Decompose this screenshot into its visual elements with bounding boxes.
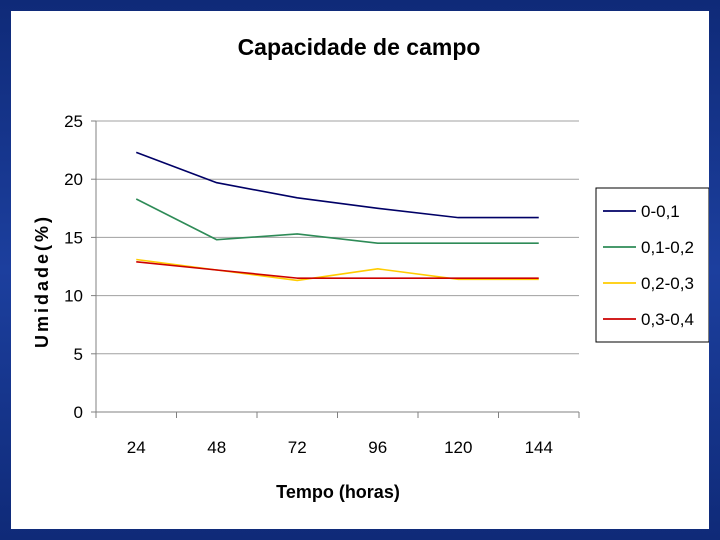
y-tick-label: 5 <box>74 345 83 364</box>
series-line <box>136 261 539 279</box>
legend-label: 0,3-0,4 <box>641 310 694 329</box>
y-tick-label: 15 <box>64 228 83 247</box>
series-line <box>136 258 539 282</box>
series-lines <box>135 151 539 282</box>
legend-label: 0,2-0,3 <box>641 274 694 293</box>
line-chart: Capacidade de campo 0 5 10 15 20 25 24 48 72 96 1… <box>32 34 709 502</box>
x-tick-label: 120 <box>444 438 472 457</box>
series-line <box>135 198 539 245</box>
y-axis-title: Umidade(%) <box>32 214 52 348</box>
series-line <box>135 151 539 219</box>
chart-title: Capacidade de campo <box>238 34 481 60</box>
x-tick-label: 72 <box>288 438 307 457</box>
legend-label: 0-0,1 <box>641 202 680 221</box>
y-tick-label: 25 <box>64 112 83 131</box>
x-tick-label: 96 <box>368 438 387 457</box>
x-tick-label: 144 <box>525 438 553 457</box>
y-tick-label: 10 <box>64 287 83 306</box>
legend: 0-0,1 0,1-0,2 0,2-0,3 0,3-0,4 <box>595 187 709 343</box>
legend-label: 0,1-0,2 <box>641 238 694 257</box>
y-tick-label: 0 <box>74 403 83 422</box>
gridlines <box>96 120 579 355</box>
x-tick-label: 24 <box>127 438 146 457</box>
axes <box>91 120 580 418</box>
y-tick-label: 20 <box>64 170 83 189</box>
x-axis-title: Tempo (horas) <box>276 482 400 502</box>
slide: Capacidade de campo 0 5 10 15 20 25 24 48 72 96 1… <box>11 11 709 529</box>
x-tick-label: 48 <box>207 438 226 457</box>
x-tick-labels: 24 48 72 96 120 144 <box>127 438 553 457</box>
y-tick-labels: 0 5 10 15 20 25 <box>64 112 83 422</box>
legend-box <box>595 187 709 343</box>
